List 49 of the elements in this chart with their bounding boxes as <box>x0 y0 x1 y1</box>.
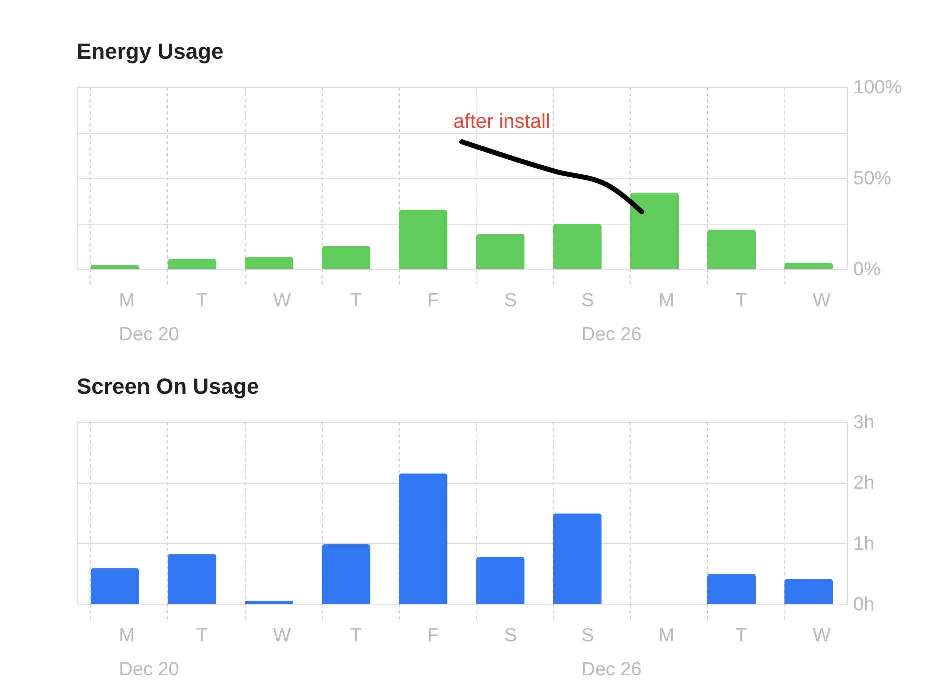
bar <box>399 210 448 269</box>
bar <box>707 574 756 604</box>
bar <box>553 514 602 604</box>
x-tick-label: W <box>812 290 831 312</box>
x-tick-label: T <box>736 626 748 646</box>
chart-title: Energy Usage <box>77 39 224 64</box>
x-tick-label: T <box>196 290 208 312</box>
y-tick-label: 0h <box>854 594 875 616</box>
bar <box>553 224 602 269</box>
bar <box>245 600 294 604</box>
x-tick-label: W <box>273 626 292 646</box>
y-tick-label: 100% <box>854 78 902 98</box>
y-tick-label: 50% <box>854 168 892 190</box>
x-tick-label: M <box>658 626 675 646</box>
y-tick-label: 0% <box>854 260 882 280</box>
x-tick-label: S <box>504 626 518 646</box>
x-tick-label: S Dec 26 <box>582 290 642 346</box>
y-tick-label: 1h <box>854 534 875 555</box>
x-tick-label: T <box>350 626 362 646</box>
x-tick-label: F <box>427 626 440 646</box>
chart-title: Screen On Usage <box>77 374 260 399</box>
bar <box>245 257 294 269</box>
x-tick-label: T <box>196 626 208 646</box>
x-tick-label: S Dec 26 <box>582 626 642 680</box>
bar <box>476 557 525 604</box>
bar <box>168 554 217 604</box>
x-tick-label: M <box>658 290 675 312</box>
bar <box>399 474 448 604</box>
x-tick-label: T <box>736 290 748 312</box>
x-tick-label: S <box>504 290 518 312</box>
bar <box>784 579 834 604</box>
bar <box>322 544 371 604</box>
bar <box>630 192 679 269</box>
x-tick-label: W <box>273 290 292 312</box>
x-tick-label: M Dec 20 <box>119 290 180 346</box>
bar <box>784 262 834 269</box>
bar <box>707 230 756 269</box>
bar <box>168 258 217 269</box>
y-tick-label: 3h <box>854 412 875 434</box>
bar <box>90 265 140 269</box>
bar <box>90 568 140 604</box>
annotation: after install <box>454 111 550 133</box>
x-tick-label: W <box>812 626 831 646</box>
x-tick-label: T <box>350 290 362 312</box>
y-tick-label: 2h <box>854 473 875 494</box>
x-tick-label: M Dec 20 <box>119 626 180 680</box>
x-tick-label: F <box>427 290 440 312</box>
bar <box>476 234 525 269</box>
bar <box>322 246 371 269</box>
